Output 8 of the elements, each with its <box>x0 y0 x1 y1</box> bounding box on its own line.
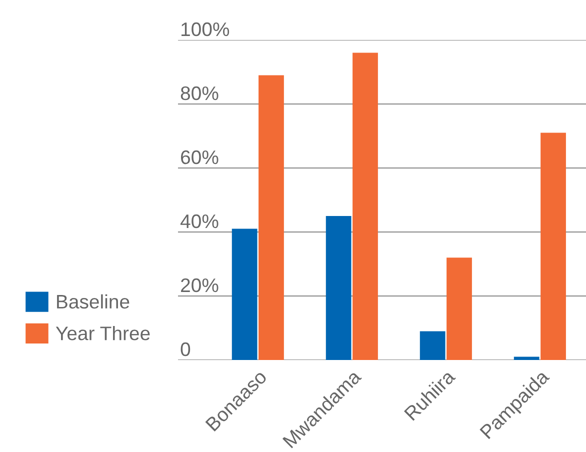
legend-label: Baseline <box>57 294 130 309</box>
y-tick-label: 80% <box>180 86 218 100</box>
y-tick-label: 60% <box>181 150 218 164</box>
y-tick-label: 0 <box>180 342 190 356</box>
y-tick-label: 100% <box>182 22 230 36</box>
y-tick-label: 40% <box>180 214 218 228</box>
legend-label: Year Three <box>56 326 150 340</box>
y-tick-label: 20% <box>181 278 218 292</box>
